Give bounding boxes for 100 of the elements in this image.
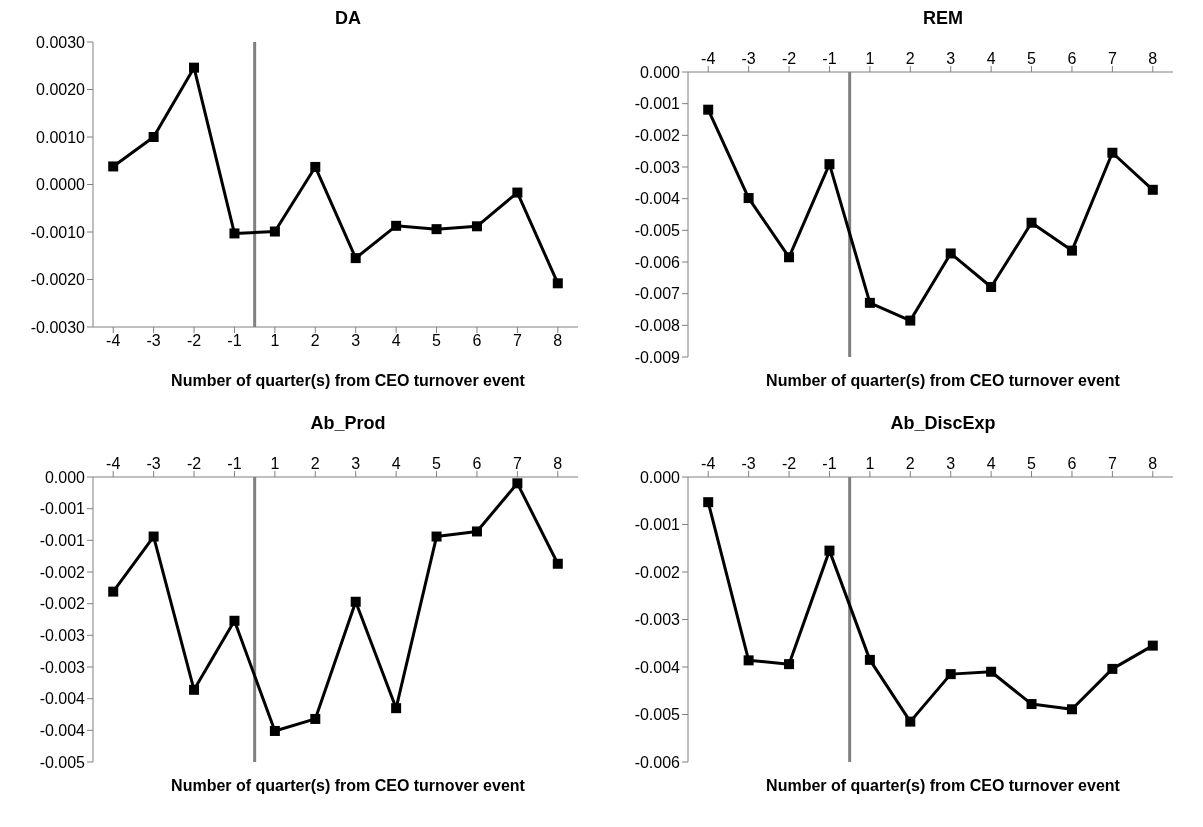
point	[905, 315, 916, 326]
x-tick-label: 6	[472, 332, 482, 350]
point	[512, 478, 523, 489]
x-tick-label: 8	[553, 455, 563, 472]
x-tick-label: 8	[553, 332, 563, 350]
x-tick-label: 7	[512, 455, 522, 472]
x-tick-label: 3	[946, 50, 956, 67]
y-tick-label: 0.000	[639, 468, 681, 486]
point	[229, 615, 240, 626]
x-axis-title: Number of quarter(s) from CEO turnover event	[765, 777, 1121, 795]
y-tick-label: 0.0000	[36, 176, 86, 194]
y-tick-label: -0.003	[634, 158, 681, 176]
point	[1107, 147, 1118, 158]
x-tick-label: -4	[701, 50, 716, 67]
x-tick-label: 5	[1027, 455, 1037, 472]
y-tick-label: -0.004	[634, 658, 681, 676]
point	[1147, 184, 1158, 195]
point	[864, 654, 875, 665]
y-tick-label: -0.005	[634, 222, 681, 240]
point	[148, 132, 159, 142]
point	[824, 159, 835, 170]
x-tick-label: -2	[781, 50, 797, 67]
point	[108, 586, 119, 597]
point	[108, 161, 119, 172]
point	[471, 221, 482, 232]
x-tick-label: 4	[986, 50, 996, 67]
point	[310, 713, 321, 724]
point	[703, 104, 714, 115]
y-tick-label: -0.001	[39, 500, 86, 518]
point	[945, 248, 956, 259]
y-tick-label: 0.000	[639, 63, 681, 81]
point	[471, 526, 482, 537]
x-axis-title: Number of quarter(s) from CEO turnover event	[170, 777, 526, 795]
x-tick-label: 6	[472, 455, 482, 472]
point	[1026, 217, 1037, 228]
point	[269, 725, 280, 736]
x-tick-label: 2	[905, 50, 915, 67]
point	[743, 655, 754, 666]
chart-title: Ab_Prod	[309, 413, 387, 435]
x-tick-label: 7	[512, 332, 522, 350]
point	[310, 161, 321, 172]
point	[784, 659, 795, 670]
point	[1107, 663, 1118, 674]
point	[945, 669, 956, 680]
y-tick-label: -0.004	[39, 722, 86, 740]
x-tick-label: 5	[1027, 50, 1037, 67]
x-tick-label: 6	[1067, 50, 1077, 67]
x-tick-label: 8	[1148, 50, 1158, 67]
y-tick-label: -0.004	[634, 190, 681, 208]
x-tick-label: -1	[822, 50, 837, 67]
chart-title: DA	[334, 8, 362, 30]
y-tick-label: -0.0030	[30, 318, 86, 336]
y-tick-label: -0.002	[634, 563, 681, 581]
point	[431, 224, 442, 235]
x-tick-label: -2	[186, 332, 202, 350]
x-tick-label: -3	[741, 50, 756, 67]
x-tick-label: -4	[701, 455, 716, 472]
x-tick-label: 1	[270, 332, 280, 350]
x-tick-label: 3	[351, 455, 361, 472]
x-tick-label: -2	[186, 455, 202, 472]
point	[824, 545, 835, 556]
x-tick-label: 2	[310, 455, 320, 472]
x-tick-label: -3	[146, 332, 161, 350]
x-tick-label: -1	[822, 455, 837, 472]
y-tick-label: -0.005	[634, 706, 681, 724]
point	[1066, 704, 1077, 715]
y-tick-label: -0.008	[634, 317, 681, 335]
point	[1147, 640, 1158, 651]
point	[703, 497, 714, 508]
y-tick-label: -0.002	[39, 595, 86, 613]
point	[552, 558, 563, 569]
y-tick-label: -0.006	[634, 253, 681, 271]
point	[986, 666, 997, 677]
point	[350, 596, 361, 607]
y-tick-label: -0.002	[634, 127, 681, 145]
x-tick-label: 1	[270, 455, 280, 472]
point	[229, 228, 240, 239]
point	[148, 531, 159, 542]
x-tick-label: 6	[1067, 455, 1077, 472]
point	[1026, 699, 1037, 710]
x-tick-label: -3	[741, 455, 756, 472]
y-tick-label: -0.006	[634, 753, 681, 771]
y-tick-label: -0.001	[39, 532, 86, 550]
x-tick-label: 1	[865, 50, 875, 67]
x-tick-label: 4	[986, 455, 996, 472]
y-tick-label: 0.0020	[36, 81, 86, 99]
x-tick-label: -4	[106, 455, 121, 472]
y-tick-label: -0.004	[39, 690, 86, 708]
x-tick-label: 7	[1107, 455, 1117, 472]
y-tick-label: -0.001	[634, 95, 681, 113]
y-tick-label: -0.003	[39, 658, 86, 676]
x-tick-label: 3	[946, 455, 956, 472]
point	[189, 62, 200, 73]
x-tick-label: 5	[432, 332, 442, 350]
y-tick-label: -0.0020	[30, 271, 86, 289]
point	[269, 226, 280, 237]
point	[1066, 245, 1077, 256]
point	[905, 716, 916, 727]
point	[784, 252, 795, 263]
point	[552, 278, 563, 289]
